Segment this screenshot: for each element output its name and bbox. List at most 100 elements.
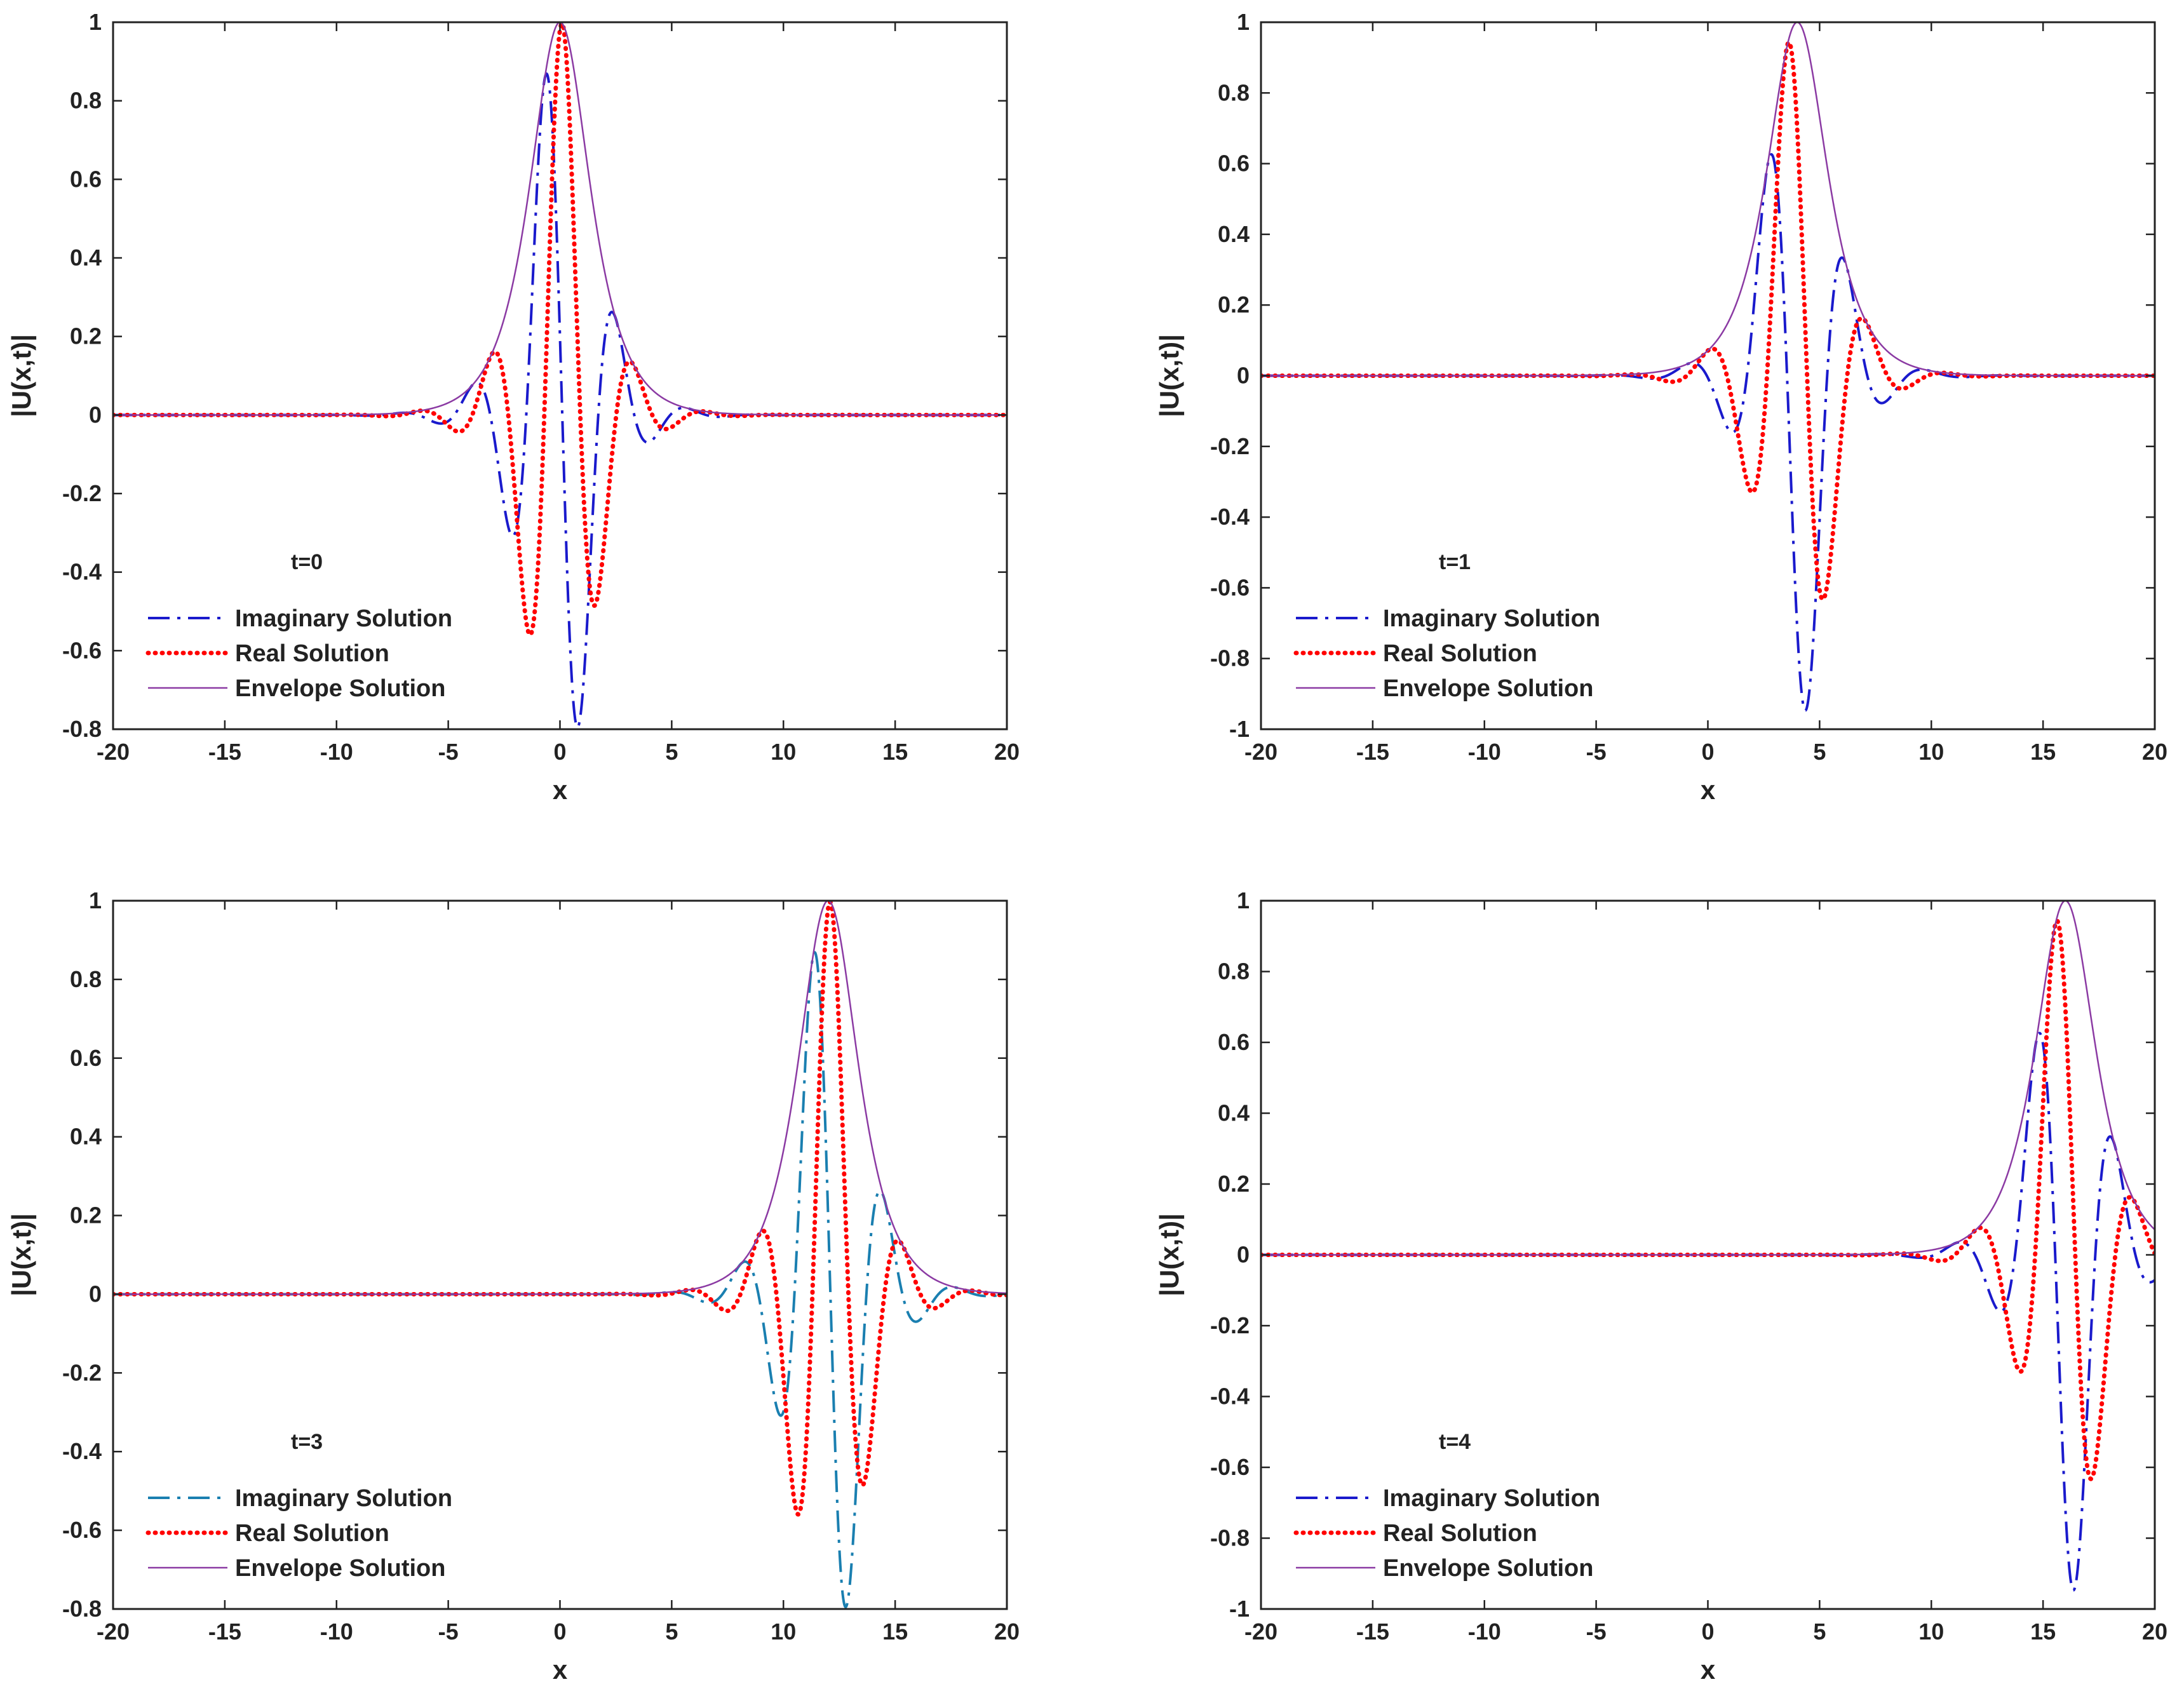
series-line-envelope-solution	[1261, 22, 2155, 377]
y-tick-label: -0.6	[1210, 1454, 1250, 1480]
legend-label: Envelope Solution	[235, 675, 445, 702]
x-tick-label: 0	[1701, 739, 1714, 765]
y-tick-label: 0.8	[1218, 79, 1250, 105]
x-tick-label: 10	[771, 1619, 796, 1645]
panel-bottom-right: -20 -15 -10 -5 0 5 10 15 20 -1 -0.8 -0.6 -0.4 -0.2 0 0.…	[1154, 887, 2167, 1685]
legend-label: Envelope Solution	[235, 1555, 445, 1582]
x-tick-label: -20	[1244, 739, 1277, 765]
legend-label: Imaginary Solution	[1383, 605, 1600, 632]
x-axis-label: x	[553, 1655, 568, 1685]
x-tick-label: 5	[665, 1619, 678, 1645]
legend: Imaginary Solution Real Solution Envelope …	[145, 1485, 452, 1582]
y-axis-label: |U(x,t)|	[1154, 1213, 1185, 1296]
y-tick-label: 0.2	[70, 1202, 102, 1228]
y-tick-label: 0.2	[1218, 1171, 1250, 1197]
y-tick-label: 0.8	[1218, 959, 1250, 985]
y-tick-label: 0.4	[70, 1124, 102, 1150]
y-tick-label: 0.8	[70, 966, 102, 992]
y-tick-label: 1	[1237, 9, 1250, 35]
series-line-envelope-solution	[113, 22, 1007, 416]
y-tick-label: 0	[89, 1281, 102, 1307]
x-tick-label: 15	[882, 1619, 908, 1645]
x-tick-label: 0	[553, 1619, 566, 1645]
x-tick-label: -10	[1468, 739, 1501, 765]
x-tick-label: -5	[438, 739, 459, 765]
y-tick-label: 1	[89, 9, 102, 35]
x-tick-label: 10	[771, 739, 796, 765]
x-tick-label: -15	[1356, 1619, 1389, 1645]
y-tick-label: -0.8	[62, 716, 102, 742]
y-tick-label: -0.6	[62, 1517, 102, 1543]
y-tick-label: 0.6	[1218, 151, 1250, 177]
y-tick-label: -0.4	[62, 559, 102, 585]
y-axis-label: |U(x,t)|	[6, 1213, 37, 1296]
legend-label: Envelope Solution	[1383, 1555, 1593, 1582]
y-tick-label: 1	[1237, 887, 1250, 913]
x-tick-label: -5	[438, 1619, 459, 1645]
x-tick-label: 15	[882, 739, 908, 765]
x-tick-label: 10	[1918, 1619, 1944, 1645]
legend-label: Imaginary Solution	[235, 1485, 452, 1512]
x-tick-label: 15	[2030, 1619, 2056, 1645]
x-tick-label: 20	[2142, 1619, 2167, 1645]
x-tick-label: -5	[1586, 1619, 1607, 1645]
x-axis-label: x	[1701, 775, 1716, 805]
panel-bottom-left: -20 -15 -10 -5 0 5 10 15 20 -0.8 -0.6 -0.4 -0.2 0 0.2 0…	[6, 887, 1020, 1685]
legend-label: Imaginary Solution	[1383, 1485, 1600, 1512]
time-label: t=4	[1439, 1430, 1471, 1454]
x-tick-label: 5	[1813, 739, 1826, 765]
curves	[1261, 901, 2155, 1592]
x-tick-label: -20	[1244, 1619, 1277, 1645]
y-tick-label: 0	[1237, 363, 1250, 389]
y-axis-label: |U(x,t)|	[6, 334, 37, 417]
curves	[113, 901, 1007, 1608]
x-tick-label: 15	[2030, 739, 2056, 765]
y-tick-label: -0.2	[1210, 433, 1250, 459]
x-tick-label: 0	[1701, 1619, 1714, 1645]
x-tick-label: 20	[994, 739, 1020, 765]
x-tick-label: -10	[320, 739, 353, 765]
series-line-envelope-solution	[113, 901, 1007, 1295]
series-line-real-solution	[1261, 919, 2155, 1481]
y-tick-label: -0.2	[1210, 1312, 1250, 1338]
y-tick-label: 0.4	[1218, 1100, 1250, 1126]
x-tick-label: -15	[1356, 739, 1389, 765]
y-tick-label: -1	[1229, 1596, 1250, 1622]
y-tick-label: 0.6	[70, 1045, 102, 1071]
y-tick-label: 0	[1237, 1242, 1250, 1268]
panel-top-left: -20 -15 -10 -5 0 5 10 15 20 -0.8 -0.6 -0.4 -0.2 0 0.2 0…	[6, 9, 1020, 805]
x-tick-label: -20	[97, 1619, 130, 1645]
x-tick-label: 5	[1813, 1619, 1826, 1645]
legend: Imaginary Solution Real Solution Envelope …	[1293, 605, 1600, 702]
y-tick-label: -0.2	[62, 1359, 102, 1385]
panel-top-right: -20 -15 -10 -5 0 5 10 15 20 -1 -0.8 -0.6 -0.4 -0.2 0 0.…	[1154, 9, 2167, 805]
curves	[1261, 22, 2155, 712]
x-tick-label: 0	[553, 739, 566, 765]
x-tick-label: -15	[208, 1619, 241, 1645]
time-label: t=0	[291, 550, 323, 574]
legend-label: Imaginary Solution	[235, 605, 452, 632]
y-tick-label: -0.4	[1210, 504, 1250, 530]
x-tick-label: 10	[1918, 739, 1944, 765]
series-line-real-solution	[113, 901, 1007, 1517]
y-tick-label: 0.4	[70, 245, 102, 271]
time-label: t=1	[1439, 550, 1471, 574]
legend-label: Real Solution	[235, 1520, 389, 1547]
y-tick-label: -0.6	[1210, 574, 1250, 600]
y-tick-label: 0	[89, 401, 102, 427]
series-line-imaginary-solution	[1261, 153, 2155, 712]
y-tick-label: -0.2	[62, 480, 102, 506]
x-tick-label: 20	[994, 1619, 1020, 1645]
legend: Imaginary Solution Real Solution Envelope …	[145, 605, 452, 702]
y-tick-label: -0.4	[1210, 1383, 1250, 1410]
x-tick-label: -15	[208, 739, 241, 765]
y-tick-label: 0.2	[1218, 292, 1250, 318]
series-line-envelope-solution	[1261, 901, 2155, 1256]
x-axis-label: x	[553, 775, 568, 805]
legend-label: Real Solution	[235, 640, 389, 667]
series-line-real-solution	[1261, 40, 2155, 602]
y-tick-label: 1	[89, 887, 102, 913]
y-tick-label: -0.8	[1210, 645, 1250, 671]
x-tick-label: -5	[1586, 739, 1607, 765]
